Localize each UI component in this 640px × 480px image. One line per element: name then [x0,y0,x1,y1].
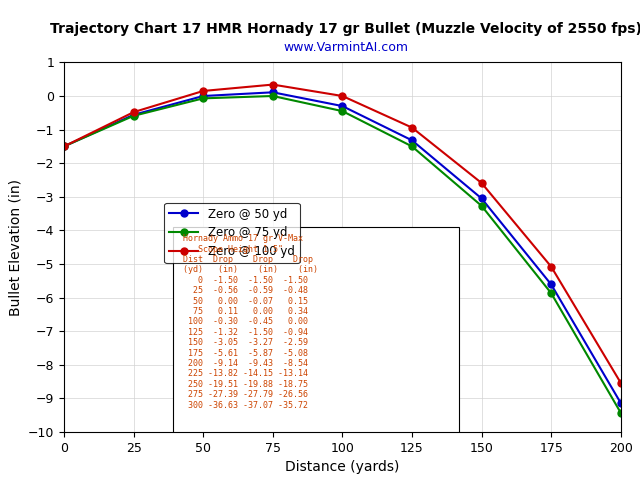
Zero @ 100 yd [60,144,68,149]
Zero @ 50 yd [130,112,138,118]
Text: Trajectory Chart 17 HMR Hornady 17 gr Bullet (Muzzle Velocity of 2550 fps): Trajectory Chart 17 HMR Hornady 17 gr Bu… [50,22,640,36]
FancyBboxPatch shape [173,227,460,432]
Zero @ 75 yd [408,144,416,149]
Zero @ 75 yd [200,96,207,101]
Zero @ 100 yd [200,88,207,94]
Line: Zero @ 75 yd: Zero @ 75 yd [61,93,624,416]
Zero @ 50 yd [617,400,625,406]
Zero @ 75 yd [60,144,68,149]
Y-axis label: Bullet Elevation (in): Bullet Elevation (in) [8,179,22,316]
Zero @ 75 yd [339,108,346,114]
Line: Zero @ 50 yd: Zero @ 50 yd [61,89,624,407]
Zero @ 100 yd [339,93,346,99]
Zero @ 50 yd [339,103,346,109]
Zero @ 100 yd [547,264,555,270]
Zero @ 100 yd [617,380,625,386]
Text: www.VarmintAI.com: www.VarmintAI.com [283,41,408,54]
Zero @ 75 yd [477,203,485,209]
Zero @ 50 yd [408,137,416,143]
Zero @ 100 yd [408,125,416,131]
Zero @ 75 yd [547,290,555,296]
Line: Zero @ 100 yd: Zero @ 100 yd [61,81,624,386]
Zero @ 75 yd [269,93,276,99]
X-axis label: Distance (yards): Distance (yards) [285,460,399,474]
Zero @ 75 yd [130,113,138,119]
Zero @ 50 yd [60,144,68,149]
Zero @ 75 yd [617,410,625,416]
Zero @ 50 yd [200,93,207,99]
Text: Hornady Ammo 17 gr V-Max
   Scope Height 1.5"
Dist  Drop    Drop    Drop
(yd)   : Hornady Ammo 17 gr V-Max Scope Height 1.… [182,234,317,409]
Zero @ 100 yd [477,180,485,186]
Zero @ 100 yd [130,109,138,115]
Zero @ 100 yd [269,82,276,87]
Legend: Zero @ 50 yd, Zero @ 75 yd, Zero @ 100 yd: Zero @ 50 yd, Zero @ 75 yd, Zero @ 100 y… [164,203,300,263]
Zero @ 50 yd [547,282,555,288]
Zero @ 50 yd [269,89,276,95]
Zero @ 50 yd [477,196,485,202]
